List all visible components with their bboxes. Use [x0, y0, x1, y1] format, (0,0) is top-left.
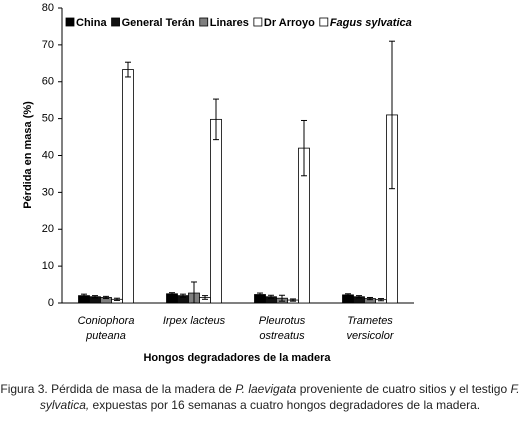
caption-text: expuestas por 16 semanas a cuatro hongos… — [89, 398, 481, 412]
y-tick-label: 80 — [42, 2, 54, 14]
caption-text: Figura 3. Pérdida de masa de la madera d… — [0, 382, 236, 396]
y-axis-label: Pérdida en masa (%) — [22, 101, 34, 209]
legend-label: China — [76, 17, 107, 29]
chart: Pérdida en masa (%) Hongos degradadores … — [22, 2, 414, 364]
caption-text: proveniente de cuatro sitios y el testig… — [296, 382, 511, 396]
x-tick-label: Trametes versicolor — [346, 315, 394, 342]
x-axis-label: Hongos degradadores de la madera — [143, 352, 331, 364]
y-tick-label: 10 — [42, 260, 54, 272]
legend-swatch — [65, 17, 75, 27]
y-tick-label: 50 — [42, 113, 54, 125]
caption-text: P. laevigata — [235, 382, 297, 396]
y-tick-label: 30 — [42, 186, 54, 198]
caption-text: F. sylvatica, — [39, 382, 520, 412]
legend-label: Linares — [210, 17, 249, 29]
x-tick-label: Pleurotus ostreatus — [259, 315, 306, 342]
y-tick-label: 0 — [48, 297, 54, 309]
x-tick-label: Irpex lacteus — [163, 315, 226, 327]
legend-swatch — [253, 17, 263, 27]
legend-label: General Terán — [122, 17, 195, 29]
y-tick-label: 20 — [42, 223, 54, 235]
caption: Figura 3. Pérdida de masa de la madera d… — [0, 381, 520, 413]
bar — [210, 118, 222, 304]
y-tick-label: 40 — [42, 149, 54, 161]
legend-swatch — [319, 17, 329, 27]
x-tick-label: Coniophora puteana — [78, 315, 135, 342]
y-tick-label: 70 — [42, 39, 54, 51]
legend-label: Fagus sylvatica — [330, 17, 412, 29]
legend-label: Dr Arroyo — [264, 17, 315, 29]
legend-swatch — [199, 17, 209, 27]
y-tick-label: 60 — [42, 76, 54, 88]
bar — [122, 69, 134, 304]
legend-swatch — [111, 17, 120, 27]
